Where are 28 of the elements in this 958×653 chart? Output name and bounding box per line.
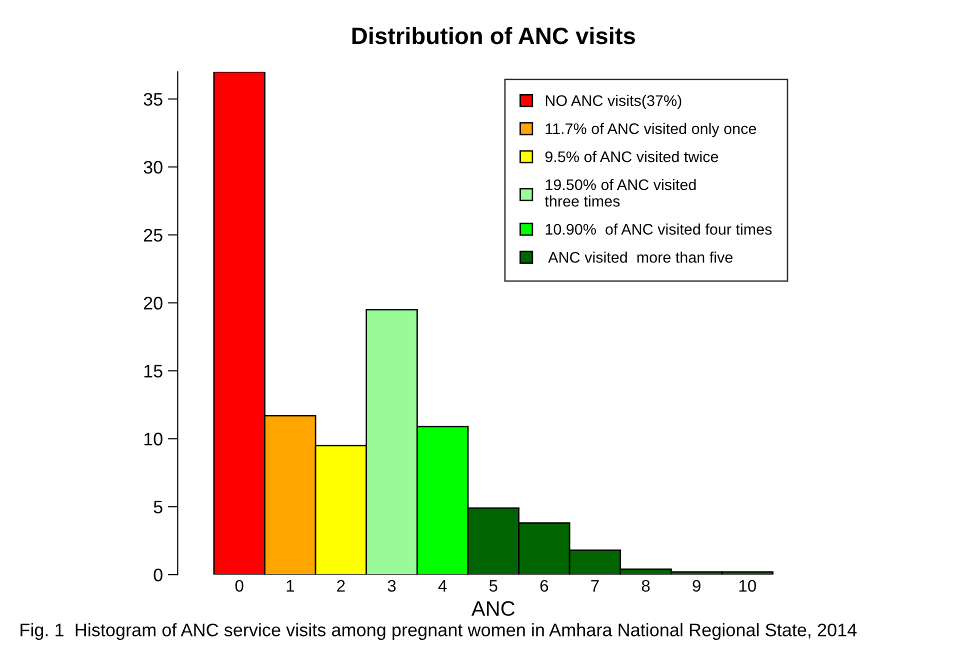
legend-label: 10.90% of ANC visited four times [546,223,772,235]
y-tick-label: 5 [154,500,162,514]
legend-label: 11.7% of ANC visited only once [546,122,756,138]
x-tick-label: 5 [489,580,498,592]
y-tick-label: 25 [144,228,162,242]
legend-label: ANC visited more than five [548,252,732,263]
y-tick-label: 30 [144,160,162,174]
y-tick-label: 0 [154,568,162,582]
chart-title: Distribution of ANC visits [352,26,635,44]
y-tick-label: 35 [144,92,162,106]
legend-label: 19.50% of ANC visited three times [544,178,696,207]
x-tick-label: 9 [692,580,700,592]
x-tick-label: 8 [642,580,650,592]
caption: Fig. 1 Histogram of ANC service visits among pregnant women in Amhara National Regional State, 2014 [20,623,857,640]
x-tick-label: 0 [235,580,244,592]
x-tick-label: 2 [337,580,345,592]
y-tick-label: 20 [144,296,162,310]
x-tick-label: 10 [739,580,756,592]
x-tick-label: 7 [591,580,599,592]
x-tick-label: 4 [438,580,447,592]
x-axis-title: ANC [471,601,515,616]
x-tick-label: 3 [388,580,396,592]
x-tick-label: 6 [540,580,548,592]
legend-label: NO ANC visits(37%) [546,94,682,110]
legend-label: 9.5% of ANC visited twice [545,150,718,162]
y-tick-label: 15 [144,364,162,378]
x-tick-label: 1 [286,580,294,592]
y-tick-label: 10 [144,432,162,446]
